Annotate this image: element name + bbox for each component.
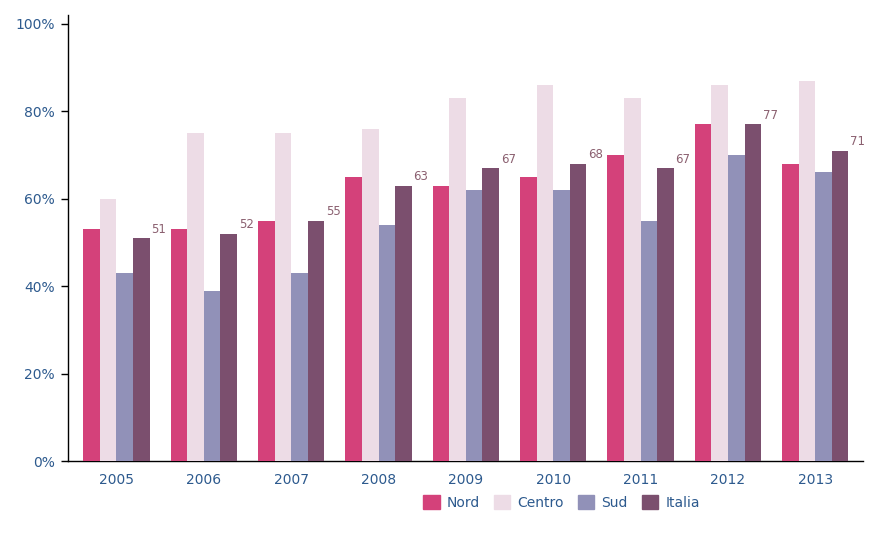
- Text: 63: 63: [414, 170, 429, 183]
- Bar: [657, 168, 674, 461]
- Text: 77: 77: [763, 109, 778, 122]
- Bar: [116, 273, 133, 461]
- Bar: [204, 291, 220, 461]
- Bar: [291, 273, 308, 461]
- Bar: [170, 229, 187, 461]
- Bar: [624, 98, 640, 461]
- Bar: [782, 164, 799, 461]
- Bar: [378, 225, 395, 461]
- Text: 55: 55: [326, 206, 340, 218]
- Bar: [308, 221, 325, 461]
- Text: 67: 67: [676, 153, 691, 166]
- Bar: [346, 177, 362, 461]
- Bar: [570, 164, 587, 461]
- Bar: [433, 185, 449, 461]
- Bar: [187, 133, 204, 461]
- Bar: [220, 233, 237, 461]
- Text: 67: 67: [501, 153, 516, 166]
- Bar: [482, 168, 499, 461]
- Text: 71: 71: [850, 135, 865, 148]
- Bar: [832, 150, 848, 461]
- Bar: [608, 155, 624, 461]
- Bar: [258, 221, 274, 461]
- Bar: [100, 199, 116, 461]
- Bar: [362, 129, 378, 461]
- Bar: [553, 190, 570, 461]
- Bar: [520, 177, 536, 461]
- Bar: [728, 155, 744, 461]
- Bar: [83, 229, 100, 461]
- Bar: [799, 81, 815, 461]
- Bar: [536, 85, 553, 461]
- Bar: [133, 238, 150, 461]
- Legend: Nord, Centro, Sud, Italia: Nord, Centro, Sud, Italia: [416, 488, 706, 516]
- Bar: [695, 124, 712, 461]
- Text: 68: 68: [588, 149, 603, 162]
- Bar: [744, 124, 761, 461]
- Bar: [640, 221, 657, 461]
- Bar: [449, 98, 466, 461]
- Bar: [395, 185, 412, 461]
- Text: 51: 51: [152, 223, 166, 236]
- Text: 52: 52: [239, 218, 253, 232]
- Bar: [274, 133, 291, 461]
- Bar: [466, 190, 482, 461]
- Bar: [712, 85, 728, 461]
- Bar: [815, 173, 832, 461]
